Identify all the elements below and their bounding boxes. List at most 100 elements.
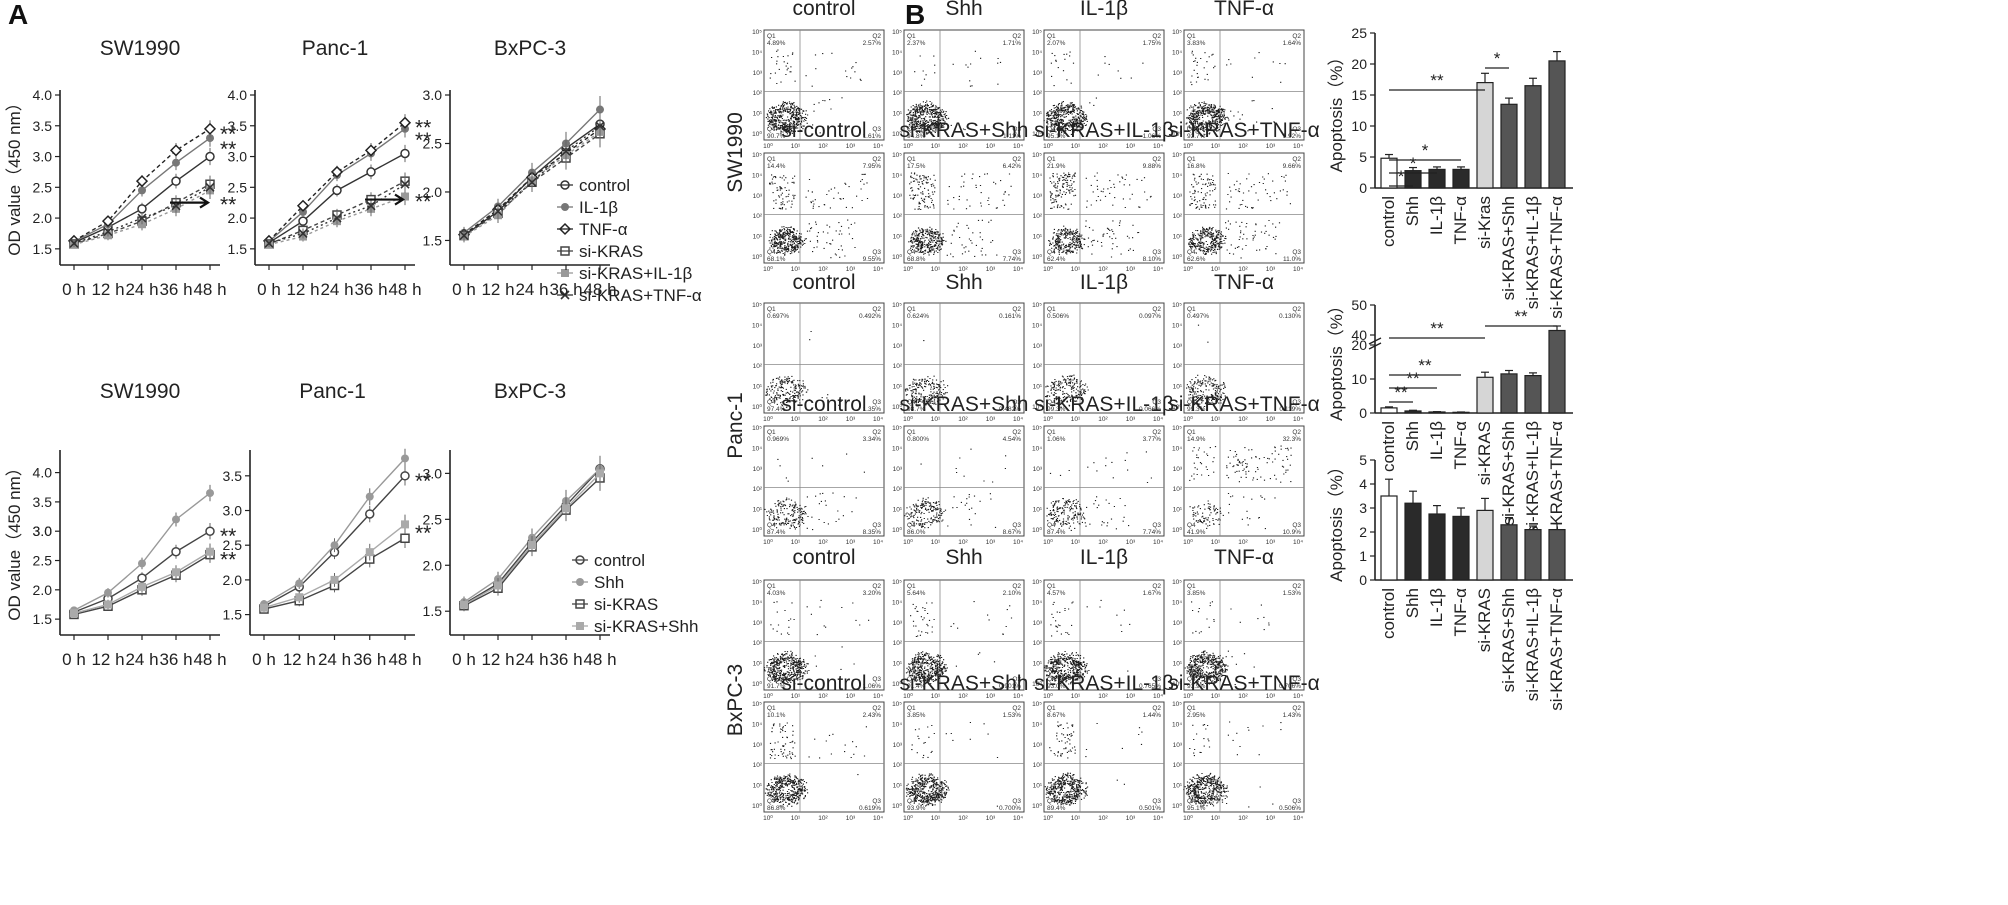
x-axis-tick: 10²: [958, 416, 968, 423]
y-axis-tick: 10⁰: [1032, 253, 1042, 261]
category-label: Shh: [1403, 421, 1422, 451]
cell-events: [905, 721, 999, 807]
quadrant-name: Q1: [907, 156, 916, 163]
data-point: [398, 116, 412, 129]
quadrant-percent: 9.88%: [1143, 163, 1162, 170]
data-point: [206, 134, 214, 143]
x-tick-label: 48 h: [583, 280, 616, 299]
data-point: [596, 469, 604, 478]
quadrant-percent: 1.75%: [1143, 40, 1162, 47]
x-axis-tick: 10¹: [791, 539, 801, 546]
quadrant-percent: 1.61%: [863, 133, 882, 140]
data-point: [561, 146, 571, 156]
bar: [1404, 502, 1422, 581]
quadrant-name: Q4: [907, 126, 916, 133]
bar: [1548, 528, 1566, 581]
y-axis-tick: 10³: [1173, 466, 1183, 473]
y-axis-tick: 10⁰: [892, 130, 902, 138]
y-axis-tick: 10¹: [753, 111, 763, 118]
x-tick-label: 48 h: [193, 280, 226, 299]
legend-label: si-KRAS: [579, 242, 643, 261]
flow-plot-frame: [1043, 425, 1165, 537]
category-label: TNF-α: [1451, 421, 1470, 470]
x-axis-tick: 10¹: [1211, 143, 1221, 150]
x-axis-tick: 10⁰: [1183, 538, 1193, 546]
flow-plot-title: si-KRAS+Shh: [900, 119, 1029, 142]
data-point: [364, 144, 378, 157]
flow-plot: si-KRAS+IL-1βQ11.06%Q23.77%Q37.74%Q487.4…: [1032, 393, 1174, 546]
y-axis-tick: 10³: [893, 70, 903, 77]
y-axis-tick: 10³: [753, 466, 763, 473]
data-point: [104, 588, 112, 597]
y-tick-label: 2.0: [223, 572, 243, 588]
category-label: si-KRAS: [1475, 421, 1494, 485]
quadrant-name: Q1: [1187, 306, 1196, 313]
category-label: si-KRAS+Shh: [1499, 421, 1518, 525]
flow-plot: si-controlQ10.969%Q23.34%Q38.35%Q487.4%1…: [752, 393, 885, 546]
quadrant-name: Q3: [872, 126, 881, 133]
y-axis-tick: 10¹: [1173, 234, 1183, 241]
x-axis-tick: 10¹: [931, 266, 941, 273]
quadrant-percent: 2.57%: [863, 40, 882, 47]
y-axis-tick: 10⁴: [752, 322, 762, 329]
quadrant-percent: 4.03%: [767, 590, 786, 597]
quadrant-percent: 1.53%: [1283, 590, 1302, 597]
category-label: TNF-α: [1451, 196, 1470, 245]
quadrant-percent: 17.5%: [907, 163, 926, 170]
cell-events: [1188, 172, 1291, 259]
data-point: [172, 158, 180, 167]
legend-label: control: [579, 176, 630, 195]
x-tick-label: 48 h: [583, 650, 616, 669]
y-tick-label: 4.0: [228, 87, 248, 103]
quadrant-name: Q2: [1152, 583, 1161, 590]
y-tick-label: 2.0: [423, 184, 443, 200]
quadrant-percent: 99.3%: [1047, 406, 1066, 413]
quadrant-name: Q2: [872, 306, 881, 313]
y-axis-tick: 10⁴: [892, 445, 902, 452]
y-axis-tick: 10⁰: [892, 680, 902, 688]
quadrant-name: Q2: [1152, 156, 1161, 163]
x-axis-tick: 10³: [1126, 815, 1136, 822]
y-axis-tick: 10⁵: [1032, 579, 1042, 586]
flow-plot-frame: [1183, 29, 1305, 141]
y-axis-tick: 10⁵: [892, 302, 902, 309]
data-point: [401, 192, 409, 201]
quadrant-percent: 5.64%: [907, 590, 926, 597]
x-tick-label: 24 h: [320, 280, 353, 299]
quadrant-name: Q4: [1047, 798, 1056, 805]
quadrant-name: Q3: [1152, 798, 1161, 805]
arrow-icon: [170, 196, 211, 209]
data-point: [527, 177, 537, 187]
y-axis-tick: 10³: [753, 193, 763, 200]
data-point: [295, 579, 304, 588]
quadrant-percent: 14.4%: [767, 163, 786, 170]
quadrant-percent: 1.43%: [1283, 712, 1302, 719]
x-axis-tick: 10³: [846, 815, 856, 822]
quadrant-name: Q4: [1187, 126, 1196, 133]
y-axis-tick: 10⁰: [1032, 130, 1042, 138]
quadrant-name: Q1: [1187, 583, 1196, 590]
quadrant-percent: 2.95%: [1187, 712, 1206, 719]
quadrant-percent: 62.4%: [1047, 256, 1066, 263]
x-axis-tick: 10⁴: [1013, 539, 1023, 546]
quadrant-name: Q3: [1152, 522, 1161, 529]
x-tick-label: 24 h: [515, 650, 548, 669]
x-axis-tick: 10¹: [791, 266, 801, 273]
y-tick-label: 2.5: [33, 179, 53, 195]
y-tick-label: 20: [1351, 56, 1367, 72]
y-axis-tick: 10³: [1033, 193, 1043, 200]
quadrant-name: Q3: [1292, 676, 1301, 683]
y-axis-tick: 10⁰: [1032, 802, 1042, 810]
y-axis-tick: 10²: [753, 640, 763, 647]
y-axis-tick: 10²: [753, 486, 763, 493]
y-axis-tick: 10⁰: [1172, 253, 1182, 261]
series-si-KRAS: [264, 172, 410, 249]
quadrant-name: Q1: [1047, 33, 1056, 40]
data-point: [400, 148, 410, 159]
series-Shh: [70, 484, 214, 615]
cell-events: [905, 601, 1013, 685]
bar: [1548, 60, 1566, 189]
y-tick-label: 3.0: [423, 465, 443, 481]
quadrant-percent: 2.37%: [907, 40, 926, 47]
y-tick-label: 1: [1359, 548, 1367, 564]
